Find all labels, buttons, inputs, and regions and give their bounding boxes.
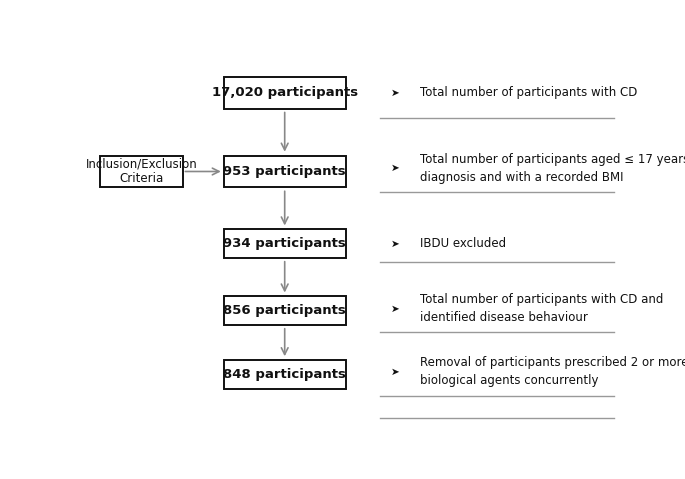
Text: ➤: ➤ — [391, 304, 399, 314]
FancyBboxPatch shape — [223, 229, 346, 258]
Text: ➤: ➤ — [391, 239, 399, 249]
FancyBboxPatch shape — [223, 297, 346, 325]
Text: 17,020 participants: 17,020 participants — [212, 86, 358, 99]
FancyBboxPatch shape — [100, 156, 182, 187]
Text: ➤: ➤ — [391, 88, 399, 98]
FancyBboxPatch shape — [223, 77, 346, 109]
Text: 953 participants: 953 participants — [223, 165, 346, 178]
Text: Total number of participants with CD: Total number of participants with CD — [420, 86, 638, 99]
Text: Total number of participants aged ≤ 17 years at
diagnosis and with a recorded BM: Total number of participants aged ≤ 17 y… — [420, 153, 685, 183]
Text: 848 participants: 848 participants — [223, 368, 346, 381]
Text: Removal of participants prescribed 2 or more
biological agents concurrently: Removal of participants prescribed 2 or … — [420, 356, 685, 388]
FancyBboxPatch shape — [223, 360, 346, 388]
Text: Total number of participants with CD and
identified disease behaviour: Total number of participants with CD and… — [420, 294, 664, 324]
Text: Inclusion/Exclusion
Criteria: Inclusion/Exclusion Criteria — [86, 158, 197, 185]
Text: ➤: ➤ — [391, 163, 399, 173]
FancyBboxPatch shape — [223, 156, 346, 187]
Text: IBDU excluded: IBDU excluded — [420, 237, 506, 250]
Text: ➤: ➤ — [391, 367, 399, 377]
Text: 856 participants: 856 participants — [223, 304, 346, 317]
Text: 934 participants: 934 participants — [223, 237, 346, 250]
